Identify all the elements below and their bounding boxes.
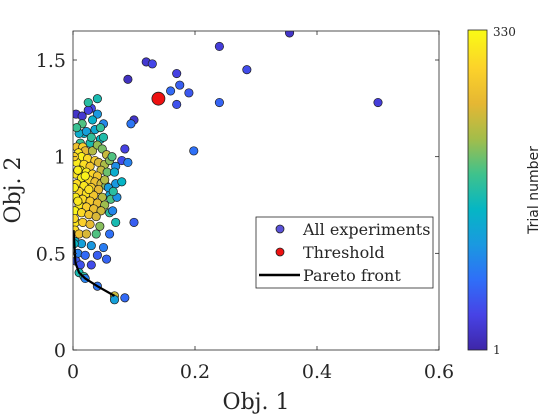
data-point <box>94 184 104 195</box>
data-point <box>214 41 224 52</box>
data-point <box>95 123 105 133</box>
data-point <box>184 88 194 98</box>
y-axis-label: Obj. 2 <box>1 157 26 224</box>
data-point <box>105 229 115 239</box>
data-point <box>86 132 96 142</box>
y-tick-label: 1.5 <box>36 50 66 72</box>
data-point <box>83 97 93 108</box>
x-axis-label: Obj. 1 <box>223 390 290 415</box>
data-point <box>87 146 98 156</box>
data-point <box>120 144 130 154</box>
y-tick-label: 0 <box>54 340 66 362</box>
x-tick-label: 0.4 <box>302 361 332 383</box>
data-point <box>123 157 133 168</box>
legend-label-threshold: Threshold <box>303 243 385 262</box>
data-point <box>242 65 252 75</box>
plot-area <box>73 31 439 350</box>
colorbar-gradient <box>467 29 488 351</box>
data-point <box>108 206 118 216</box>
data-point <box>86 260 96 270</box>
data-point <box>81 229 91 239</box>
legend-label-pareto-front: Pareto front <box>303 266 401 285</box>
threshold-point <box>151 91 166 106</box>
data-point <box>92 109 102 119</box>
colorbar: 330 1 Trial number <box>467 25 542 357</box>
data-point <box>129 217 139 227</box>
x-tick-label: 0.6 <box>424 361 454 383</box>
data-point <box>80 171 90 181</box>
colorbar-label: Trial number <box>526 146 542 235</box>
data-point <box>117 177 127 187</box>
legend-marker-threshold <box>275 247 285 257</box>
colorbar-max-label: 330 <box>493 25 516 39</box>
data-point <box>126 119 136 129</box>
data-point <box>172 99 182 110</box>
data-point <box>80 250 90 260</box>
data-point <box>91 229 101 239</box>
data-point <box>373 97 383 108</box>
data-point <box>175 80 185 90</box>
threshold-layer <box>151 91 166 106</box>
legend-marker-all-experiments <box>275 224 285 234</box>
axis-ticks: 0 0.2 0.4 0.6 0 0.5 1 1.5 <box>36 31 454 383</box>
data-point <box>95 221 105 231</box>
pareto-front-line <box>73 230 116 297</box>
data-point <box>84 184 94 195</box>
data-point <box>107 152 117 162</box>
x-tick-label: 0.2 <box>180 361 210 383</box>
data-point <box>91 212 101 222</box>
colorbar-min-label: 1 <box>493 343 501 357</box>
data-point <box>73 196 83 206</box>
data-point <box>189 146 199 156</box>
data-point <box>123 74 133 84</box>
data-point <box>172 68 182 79</box>
legend-label-all-experiments: All experiments <box>302 220 430 239</box>
data-point <box>73 183 79 193</box>
data-point <box>73 213 79 224</box>
data-point <box>96 206 106 216</box>
data-point <box>81 126 91 137</box>
data-point <box>102 254 112 264</box>
data-point <box>100 175 110 185</box>
data-layer <box>73 31 383 305</box>
data-point <box>85 219 95 229</box>
data-point <box>111 217 121 227</box>
data-point <box>73 165 83 175</box>
data-point <box>87 115 98 125</box>
data-point <box>86 241 96 251</box>
data-point <box>120 293 130 303</box>
plot-frame <box>72 30 440 351</box>
data-point <box>77 111 87 121</box>
y-tick-label: 1 <box>54 147 66 169</box>
legend: All experiments Threshold Pareto front <box>255 216 434 289</box>
pareto-layer <box>73 230 116 297</box>
data-point <box>98 242 109 253</box>
data-point <box>109 295 120 305</box>
data-point <box>98 132 109 142</box>
data-point <box>214 97 224 108</box>
y-tick-label: 0.5 <box>36 243 66 265</box>
data-point <box>166 86 176 96</box>
data-point <box>92 250 102 260</box>
data-point <box>108 186 118 197</box>
legend-box <box>255 216 434 289</box>
data-point <box>73 123 82 133</box>
data-point <box>109 167 120 177</box>
data-point <box>285 31 295 38</box>
x-tick-label: 0 <box>67 361 79 383</box>
data-point <box>147 59 157 69</box>
data-point <box>92 94 102 104</box>
